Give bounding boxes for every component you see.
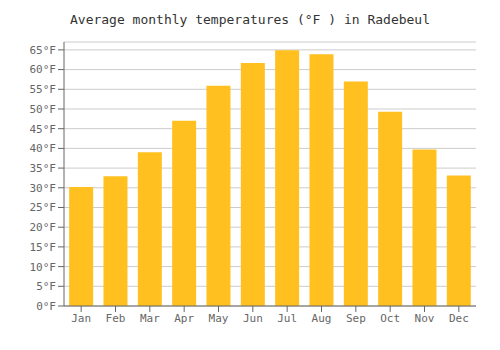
svg-text:15°F: 15°F	[30, 241, 57, 254]
svg-text:Dec: Dec	[449, 312, 469, 325]
svg-text:50°F: 50°F	[30, 103, 57, 116]
svg-text:25°F: 25°F	[30, 201, 57, 214]
svg-text:Mar: Mar	[140, 312, 160, 325]
svg-text:40°F: 40°F	[30, 142, 57, 155]
svg-text:60°F: 60°F	[30, 63, 57, 76]
svg-text:Jan: Jan	[71, 312, 91, 325]
svg-text:Sep: Sep	[346, 312, 366, 325]
svg-text:20°F: 20°F	[30, 221, 57, 234]
svg-text:Oct: Oct	[380, 312, 400, 325]
svg-text:Apr: Apr	[174, 312, 194, 325]
svg-text:30°F: 30°F	[30, 182, 57, 195]
svg-text:35°F: 35°F	[30, 162, 57, 175]
svg-text:Jun: Jun	[243, 312, 263, 325]
svg-text:5°F: 5°F	[36, 280, 56, 293]
svg-text:55°F: 55°F	[30, 83, 57, 96]
svg-text:Aug: Aug	[312, 312, 332, 325]
svg-text:65°F: 65°F	[30, 44, 57, 57]
svg-text:May: May	[209, 312, 229, 325]
svg-text:Jul: Jul	[277, 312, 297, 325]
svg-text:10°F: 10°F	[30, 261, 57, 274]
svg-text:Feb: Feb	[106, 312, 126, 325]
svg-text:Nov: Nov	[415, 312, 435, 325]
svg-text:0°F: 0°F	[36, 300, 56, 313]
html-text:Average monthly temperatures (: Average monthly temperatures (°F ) in Ra…	[70, 12, 430, 27]
svg-text:45°F: 45°F	[30, 123, 57, 136]
